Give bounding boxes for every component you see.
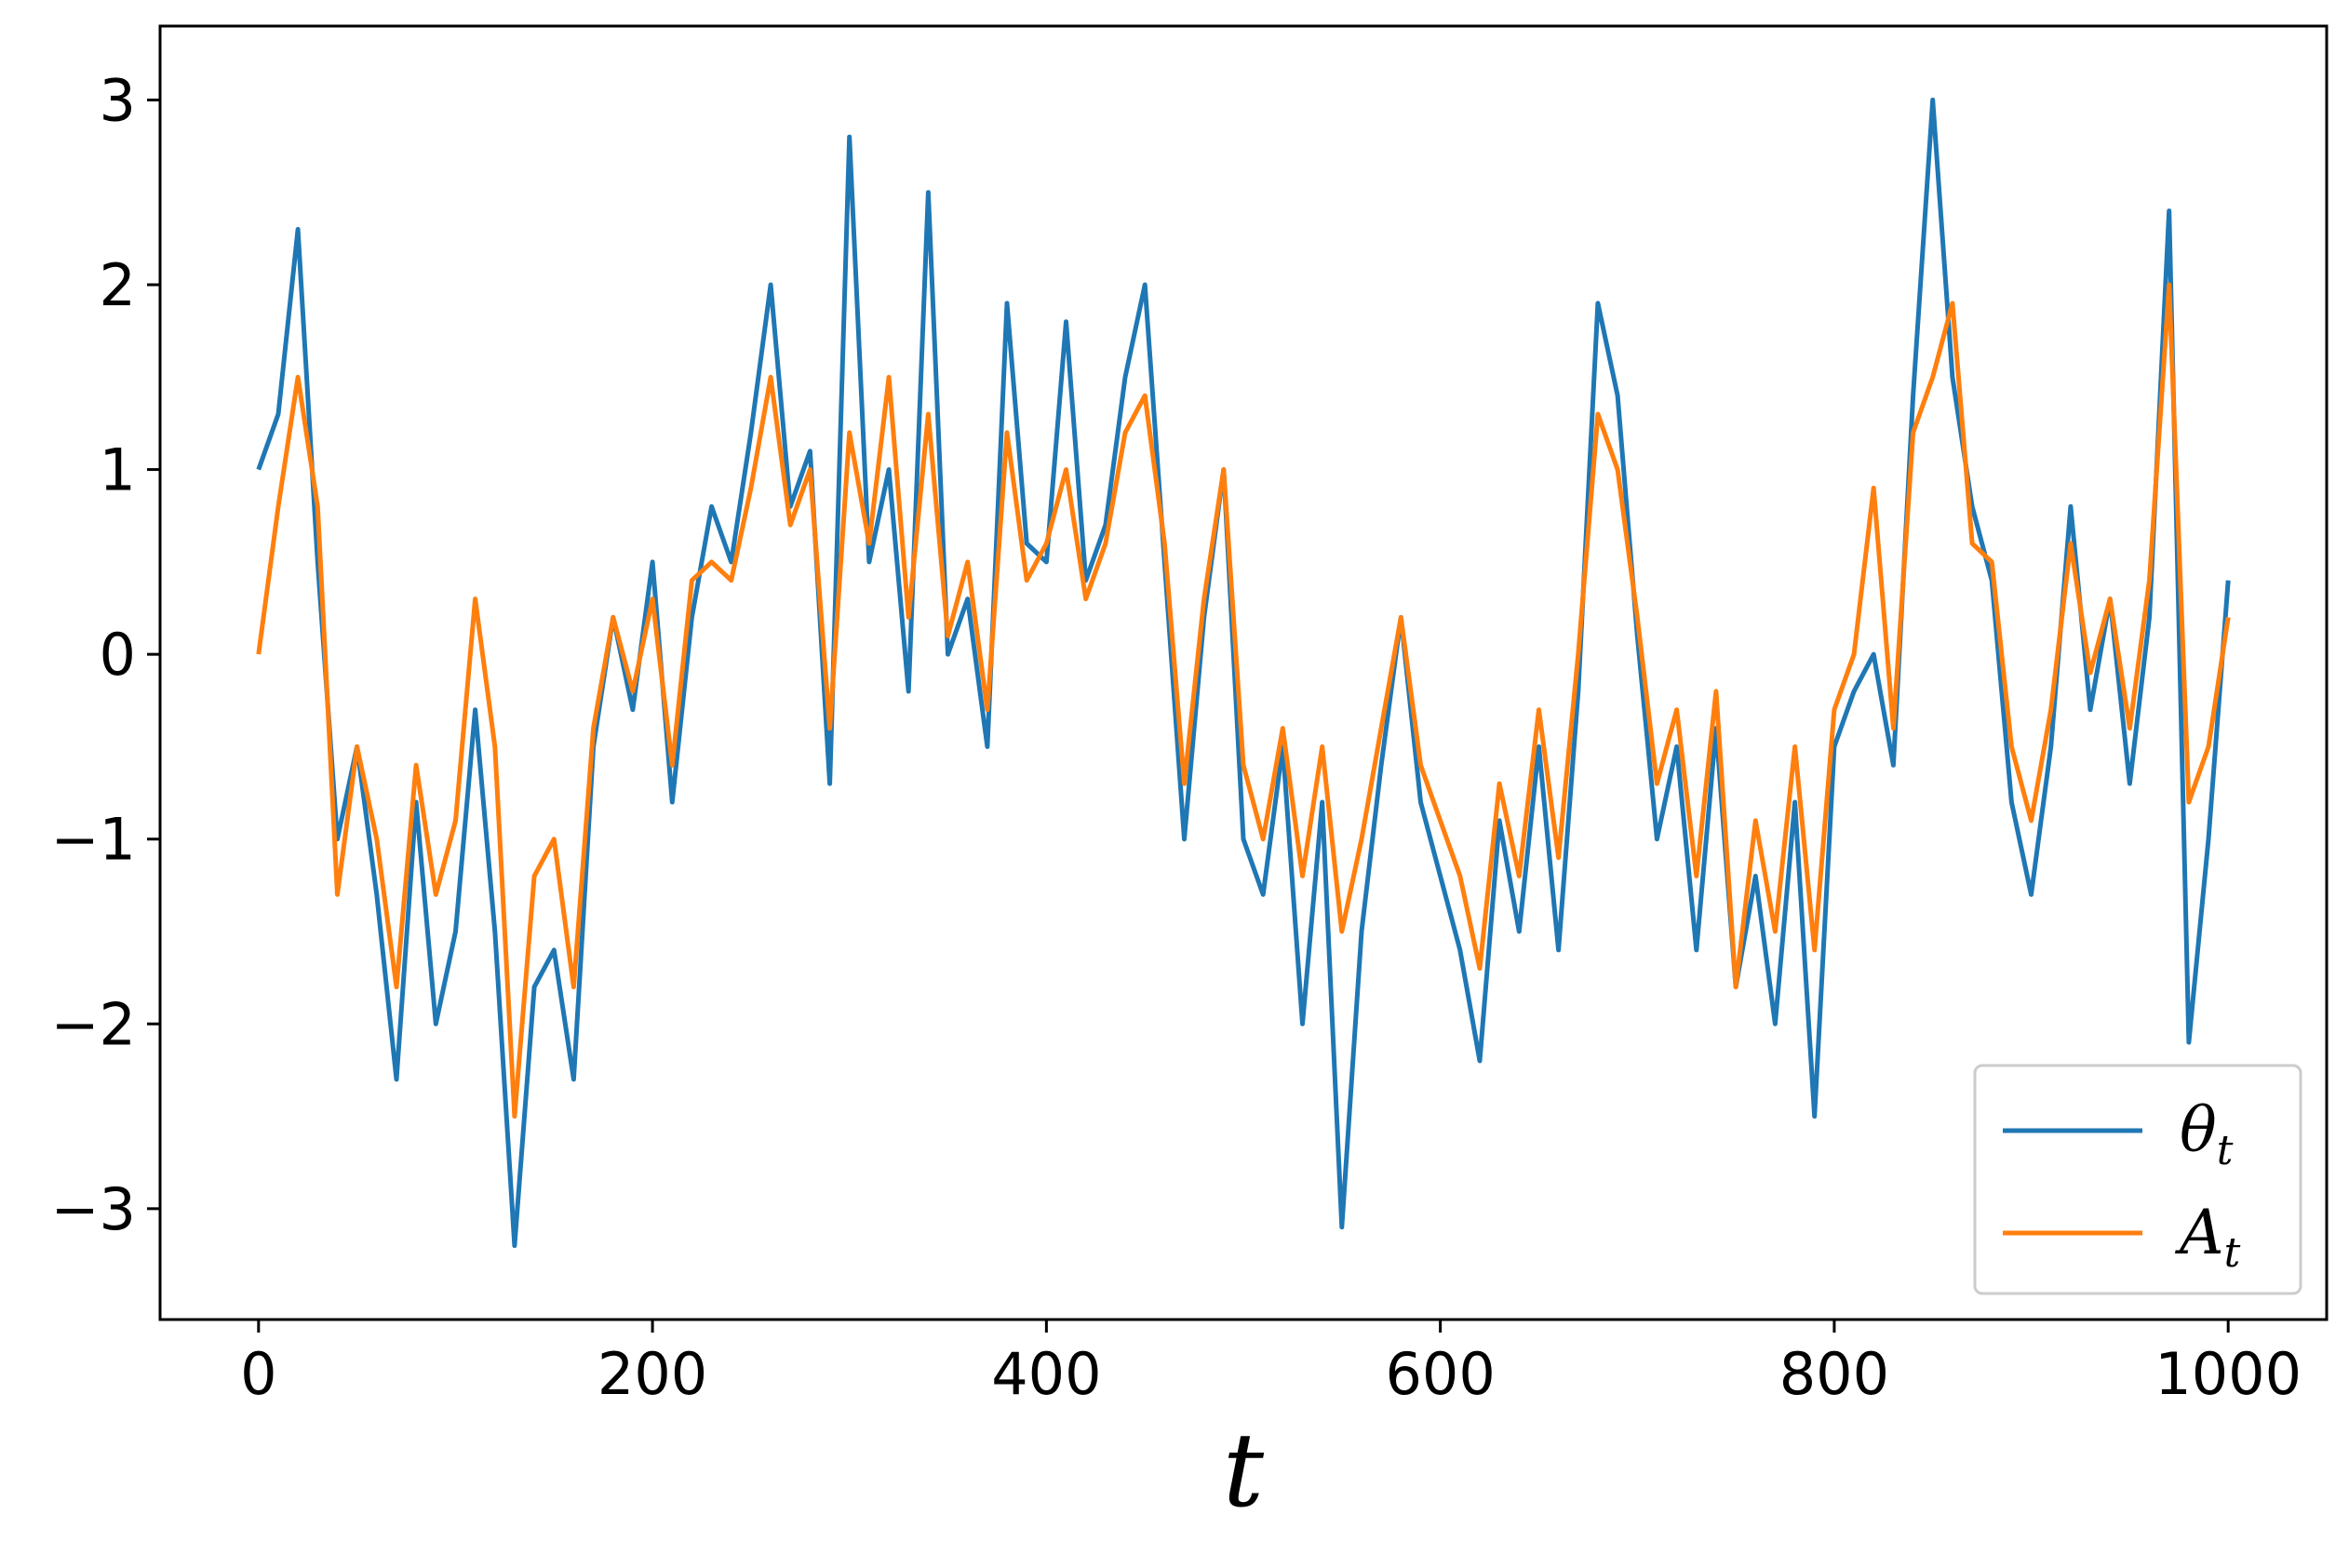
x-axis-label: t (1223, 1411, 1265, 1530)
x-tick-label: 400 (991, 1340, 1101, 1408)
x-tick-label: 600 (1385, 1340, 1495, 1408)
legend: θt At (1973, 1064, 2302, 1295)
y-tick-label: 0 (100, 621, 136, 689)
y-tick-label: 1 (100, 436, 136, 504)
y-tick-label: 2 (100, 251, 136, 319)
x-tick-label: 200 (597, 1340, 707, 1408)
x-tick-label: 800 (1779, 1340, 1889, 1408)
y-tick-label: −3 (51, 1175, 136, 1243)
y-axis-ticks: 3 2 1 0 −1 −2 −3 (51, 66, 160, 1243)
series-layer (256, 97, 2231, 1249)
y-tick-label: −1 (51, 806, 136, 874)
series-line-1 (256, 282, 2231, 1119)
legend-entry-theta-subscript: t (2217, 1127, 2234, 1174)
y-tick-label: 3 (100, 66, 136, 134)
legend-entry-a-name: A (2174, 1197, 2224, 1268)
legend-box (1973, 1064, 2302, 1295)
plot-area-frame (158, 24, 2329, 1321)
legend-entry-a: At (2174, 1197, 2241, 1277)
x-tick-label: 0 (240, 1340, 276, 1408)
legend-entry-a-subscript: t (2224, 1229, 2241, 1277)
legend-entry-theta: θt (2180, 1094, 2234, 1174)
y-tick-label: −2 (51, 990, 136, 1058)
x-tick-label: 1000 (2154, 1340, 2302, 1408)
x-axis-ticks: 0 200 400 600 800 1000 (240, 1320, 2302, 1408)
legend-entry-theta-name: θ (2180, 1094, 2217, 1166)
